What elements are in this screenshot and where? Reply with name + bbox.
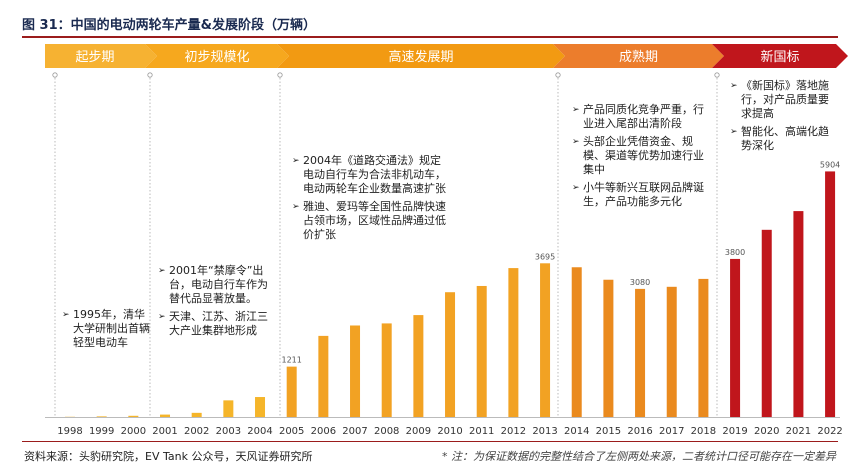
x-tick-2021: 2021 bbox=[786, 426, 811, 437]
stage-arrow bbox=[145, 44, 289, 68]
annotation-startup: 1995年，清华大学研制出首辆轻型电动车 bbox=[62, 308, 150, 354]
x-tick-2015: 2015 bbox=[596, 426, 621, 437]
x-tick-2005: 2005 bbox=[279, 426, 304, 437]
stage-arrow bbox=[553, 44, 724, 68]
x-tick-2010: 2010 bbox=[437, 426, 462, 437]
annotation-item: 智能化、高端化趋势深化 bbox=[730, 125, 834, 153]
data-label-2022: 5904 bbox=[820, 160, 840, 169]
annotation-initial-scale: 2001年“禁摩令”出台，电动自行车作为替代品显著放量。 天津、江苏、浙江三大产… bbox=[158, 264, 276, 342]
annotation-new-standard: 《新国标》落地施行，对产品质量要求提高 智能化、高端化趋势深化 bbox=[730, 79, 834, 157]
x-tick-2018: 2018 bbox=[691, 426, 716, 437]
stage-divider-marker bbox=[714, 72, 720, 78]
stage-label: 起步期 bbox=[75, 50, 114, 65]
bar-1999 bbox=[96, 416, 107, 417]
bar-2011 bbox=[476, 285, 487, 417]
bottom-rule bbox=[22, 441, 838, 442]
bar-2022 bbox=[825, 171, 836, 417]
x-tick-2004: 2004 bbox=[247, 426, 272, 437]
stage-dividers bbox=[52, 72, 720, 417]
x-tick-2003: 2003 bbox=[216, 426, 241, 437]
x-tick-2008: 2008 bbox=[374, 426, 399, 437]
data-label-2016: 3080 bbox=[630, 278, 650, 287]
data-label-2019: 3800 bbox=[725, 248, 745, 257]
figure-title: 图 31：中国的电动两轮车产量&发展阶段（万辆） bbox=[22, 18, 316, 33]
annotation-mature: 产品同质化竞争严重，行业进入尾部出清阶段 头部企业凭借资金、规模、渠道等优势加速… bbox=[572, 103, 708, 213]
x-tick-2017: 2017 bbox=[659, 426, 684, 437]
x-tick-2007: 2007 bbox=[342, 426, 367, 437]
x-tick-2013: 2013 bbox=[532, 426, 557, 437]
annotation-item: 小牛等新兴互联网品牌诞生，产品功能多元化 bbox=[572, 181, 708, 209]
bar-2006 bbox=[318, 335, 329, 417]
x-tick-labels: 1998 1999 2000 2001 2002 2003 2004 2005 2006 2007… bbox=[57, 426, 843, 437]
stage-arrow bbox=[277, 44, 565, 68]
bar-2014 bbox=[571, 267, 582, 417]
bar-2015 bbox=[603, 279, 614, 417]
x-tick-2000: 2000 bbox=[121, 426, 146, 437]
annotation-item: 头部企业凭借资金、规模、渠道等优势加速行业集中 bbox=[572, 135, 708, 177]
x-tick-1999: 1999 bbox=[89, 426, 114, 437]
stage-label: 新国标 bbox=[760, 49, 799, 65]
x-tick-2022: 2022 bbox=[817, 426, 842, 437]
stage-divider-marker bbox=[555, 72, 561, 78]
x-tick-2009: 2009 bbox=[406, 426, 431, 437]
bar-2018 bbox=[698, 278, 709, 417]
bar-2005 bbox=[286, 366, 297, 417]
x-tick-2006: 2006 bbox=[311, 426, 336, 437]
production-chart: 起步期 初步规模化 高速发展期 成熟期 新国标 1211 3695 3080 3800 5904… bbox=[45, 44, 848, 437]
bar-2007 bbox=[350, 325, 361, 417]
bar-2003 bbox=[223, 400, 234, 417]
stage-arrow bbox=[712, 44, 848, 68]
x-tick-2016: 2016 bbox=[627, 426, 652, 437]
bar-2001 bbox=[160, 414, 171, 417]
x-tick-2020: 2020 bbox=[754, 426, 779, 437]
stage-label: 初步规模化 bbox=[184, 50, 249, 65]
title-rule bbox=[22, 36, 838, 38]
data-label-2005: 1211 bbox=[282, 356, 302, 365]
bar-2021 bbox=[793, 211, 804, 417]
stage-label: 成熟期 bbox=[619, 49, 658, 65]
x-tick-2014: 2014 bbox=[564, 426, 589, 437]
bar-2002 bbox=[191, 412, 202, 417]
stage-divider-marker bbox=[147, 72, 153, 78]
annotation-item: 2004年《道路交通法》规定电动自行车为合法非机动车，电动两轮车企业数量高速扩张 bbox=[292, 154, 448, 196]
bar-2004 bbox=[255, 397, 266, 417]
annotation-item: 产品同质化竞争严重，行业进入尾部出清阶段 bbox=[572, 103, 708, 131]
bar-2008 bbox=[381, 323, 392, 417]
annotation-item: 雅迪、爱玛等全国性品牌快速占领市场，区域性品牌通过低价扩张 bbox=[292, 200, 448, 242]
bar-2013 bbox=[540, 263, 551, 417]
x-tick-2011: 2011 bbox=[469, 426, 494, 437]
bar-2012 bbox=[508, 268, 519, 417]
x-tick-2012: 2012 bbox=[501, 426, 526, 437]
bar-2000 bbox=[128, 415, 139, 417]
x-tick-2019: 2019 bbox=[722, 426, 747, 437]
stage-divider-marker bbox=[277, 72, 283, 78]
stage-arrows: 起步期 初步规模化 高速发展期 成熟期 新国标 bbox=[45, 44, 848, 68]
bar-2009 bbox=[413, 315, 424, 417]
annotation-item: 2001年“禁摩令”出台，电动自行车作为替代品显著放量。 bbox=[158, 264, 276, 306]
stage-arrow bbox=[45, 44, 157, 68]
data-labels: 1211 3695 3080 3800 5904 bbox=[282, 160, 841, 364]
x-tick-2002: 2002 bbox=[184, 426, 209, 437]
note-text: * 注：为保证数据的完整性结合了左侧两处来源，二者统计口径可能存在一定差异 bbox=[442, 450, 836, 463]
data-label-2013: 3695 bbox=[535, 252, 555, 261]
stage-label: 高速发展期 bbox=[388, 49, 453, 65]
bar-2010 bbox=[445, 292, 456, 417]
stage-divider-marker bbox=[52, 72, 58, 78]
bars bbox=[65, 171, 836, 417]
annotation-item: 天津、江苏、浙江三大产业集群地形成 bbox=[158, 310, 276, 338]
bar-2017 bbox=[666, 286, 677, 417]
bar-2020 bbox=[761, 229, 772, 417]
bar-2016 bbox=[635, 288, 646, 417]
x-tick-2001: 2001 bbox=[152, 426, 177, 437]
x-tick-1998: 1998 bbox=[57, 426, 82, 437]
annotation-high-growth: 2004年《道路交通法》规定电动自行车为合法非机动车，电动两轮车企业数量高速扩张… bbox=[292, 154, 448, 246]
annotation-item: 《新国标》落地施行，对产品质量要求提高 bbox=[730, 79, 834, 121]
annotation-item: 1995年，清华大学研制出首辆轻型电动车 bbox=[62, 308, 150, 350]
source-text: 资料来源：头豹研究院，EV Tank 公众号，天风证券研究所 bbox=[24, 450, 313, 463]
bar-2019 bbox=[730, 258, 741, 417]
